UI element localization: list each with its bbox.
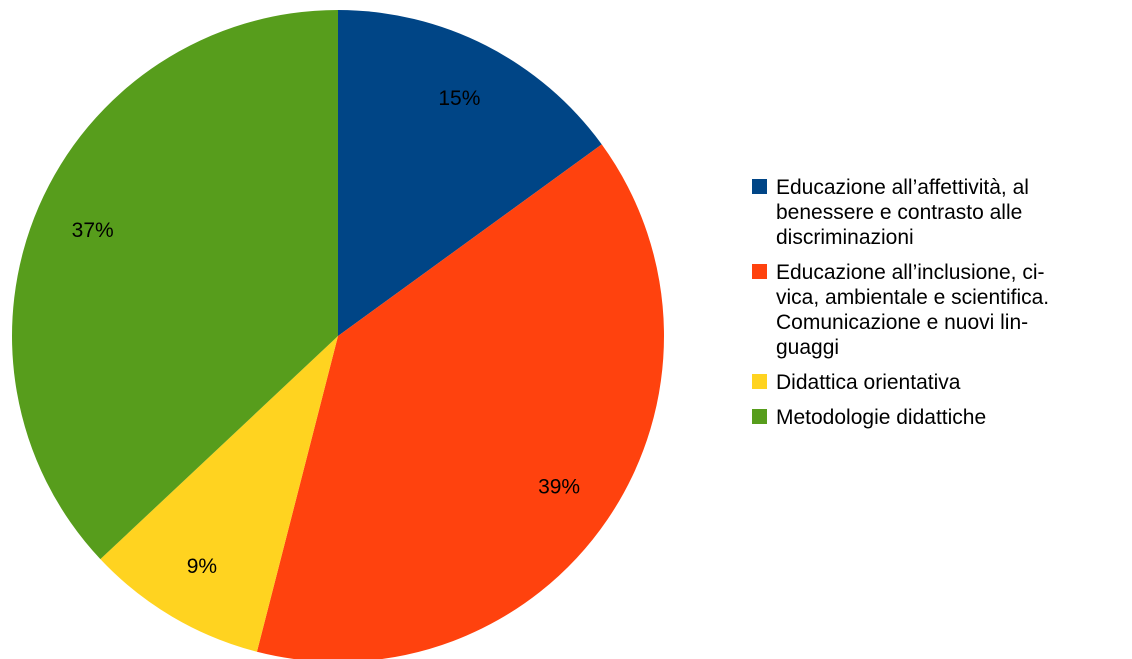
legend-label-4: Metodologie didattiche <box>776 406 986 429</box>
legend: Educazione all’affettività, al benessere … <box>752 176 1049 429</box>
pie-slice-2 <box>256 144 664 659</box>
legend-label-2: Educazione all’inclusione, ci-vica, ambi… <box>776 261 1049 359</box>
pie-data-labels: 15% 39% 9% 37% <box>72 87 580 578</box>
legend-swatch-4 <box>752 409 767 424</box>
legend-swatch-1 <box>752 179 767 194</box>
legend-item-4: Metodologie didattiche <box>752 406 986 429</box>
legend-label-1: Educazione all’affettività, al benessere … <box>776 176 1029 249</box>
legend-item-3: Didattica orientativa <box>752 371 961 394</box>
pie-data-label-1: 15% <box>438 87 480 110</box>
pie-slices <box>12 9 664 659</box>
pie-slice-4 <box>12 10 339 560</box>
legend-swatch-3 <box>752 374 767 389</box>
legend-item-1: Educazione all’affettività, al benessere … <box>752 176 1029 249</box>
pie-slice-1 <box>338 9 602 336</box>
pie-data-label-4: 37% <box>72 219 114 242</box>
legend-label-3: Didattica orientativa <box>776 371 961 394</box>
pie-data-label-3: 9% <box>187 555 217 578</box>
pie-data-label-2: 39% <box>538 475 580 498</box>
pie-slice-3 <box>100 336 338 652</box>
legend-swatch-2 <box>752 264 767 279</box>
legend-item-2: Educazione all’inclusione, ci-vica, ambi… <box>752 261 1049 359</box>
